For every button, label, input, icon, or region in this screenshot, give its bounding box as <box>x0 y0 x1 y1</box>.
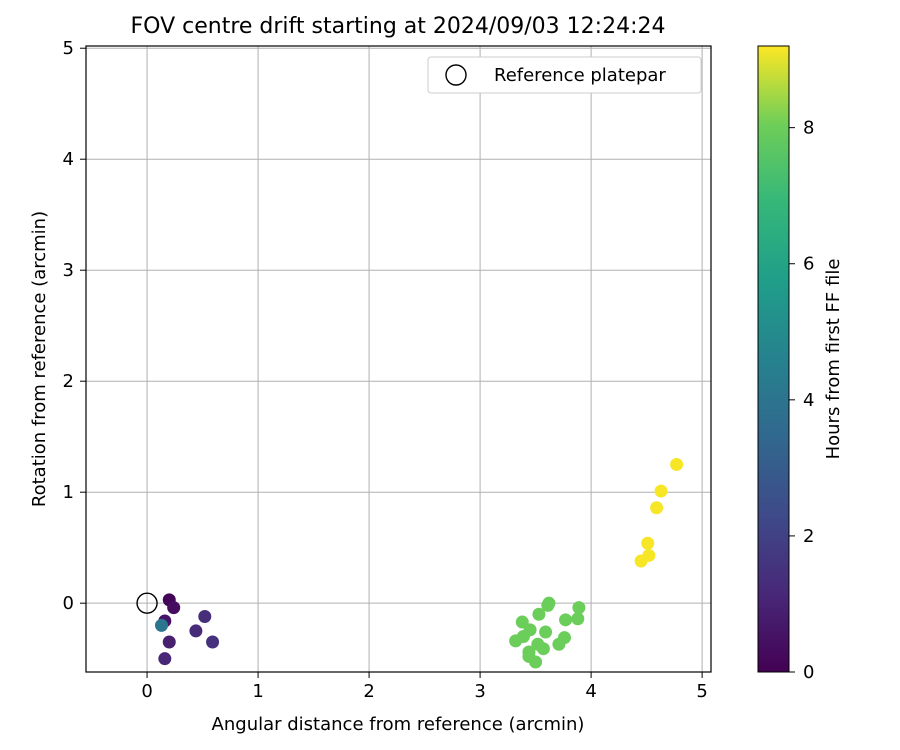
y-tick-label: 5 <box>63 38 74 59</box>
data-point <box>167 601 181 615</box>
legend: Reference platepar <box>427 56 702 94</box>
colorbar: 0 2 4 6 8 Hours from first FF file <box>757 45 844 683</box>
legend-label: Reference platepar <box>494 65 666 86</box>
x-tick-label: 4 <box>585 681 596 702</box>
x-tick-label: 2 <box>363 681 374 702</box>
colorbar-ticks: 0 2 4 6 8 <box>789 118 814 683</box>
data-point <box>552 637 566 651</box>
legend-marker-icon <box>445 64 467 86</box>
data-point <box>571 612 585 626</box>
x-axis-ticks: 0 1 2 3 4 5 <box>141 672 708 702</box>
data-point <box>572 601 586 615</box>
data-point <box>158 652 172 666</box>
data-point <box>198 610 212 624</box>
data-point <box>670 457 684 471</box>
colorbar-tick-label: 8 <box>803 118 814 139</box>
data-point <box>529 655 543 669</box>
data-point <box>539 625 553 639</box>
colorbar-tick-label: 0 <box>803 662 814 683</box>
data-point <box>509 634 523 648</box>
y-tick-label: 3 <box>63 260 74 281</box>
grid <box>86 46 711 672</box>
data-point <box>559 613 573 627</box>
data-point <box>654 484 668 498</box>
y-tick-label: 1 <box>63 482 74 503</box>
x-tick-label: 5 <box>696 681 707 702</box>
legend-box <box>427 56 702 94</box>
data-point <box>541 598 555 612</box>
data-point <box>206 635 220 649</box>
colorbar-label: Hours from first FF file <box>823 259 844 460</box>
data-point <box>154 618 168 632</box>
x-tick-label: 3 <box>474 681 485 702</box>
data-point <box>162 635 176 649</box>
data-point <box>189 624 203 638</box>
reference-platepar-marker <box>136 592 158 614</box>
y-axis-ticks: 0 1 2 3 4 5 <box>63 38 86 614</box>
colorbar-tick-label: 2 <box>803 526 814 547</box>
y-tick-label: 2 <box>63 371 74 392</box>
plot-frame <box>85 45 712 673</box>
y-tick-label: 4 <box>63 149 74 170</box>
x-tick-label: 1 <box>252 681 263 702</box>
x-axis-label: Angular distance from reference (arcmin) <box>212 714 585 735</box>
data-point <box>641 536 655 550</box>
x-tick-label: 0 <box>141 681 152 702</box>
data-point <box>532 607 546 621</box>
data-point <box>536 642 550 656</box>
colorbar-gradient <box>757 45 790 673</box>
data-point <box>650 501 664 515</box>
chart-title: FOV centre drift starting at 2024/09/03 … <box>131 14 666 39</box>
y-tick-label: 0 <box>63 593 74 614</box>
scatter-points <box>136 457 684 669</box>
colorbar-tick-label: 6 <box>803 254 814 275</box>
y-axis-label: Rotation from reference (arcmin) <box>29 211 50 507</box>
data-point <box>634 554 648 568</box>
colorbar-tick-label: 4 <box>803 390 814 411</box>
